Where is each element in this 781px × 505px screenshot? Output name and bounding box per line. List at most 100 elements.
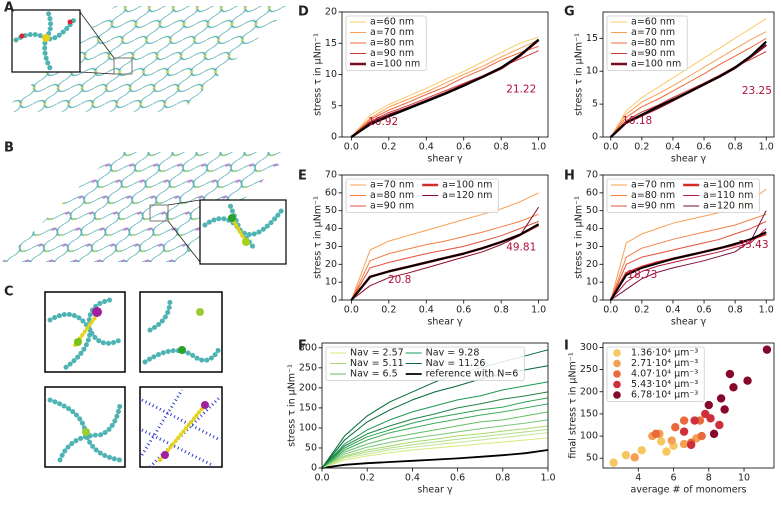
scatter-point <box>651 429 661 439</box>
line-series <box>610 210 767 301</box>
x-tick-label: 8 <box>706 473 712 484</box>
x-tick-label: 0.0 <box>344 142 359 153</box>
scatter-point <box>762 345 772 354</box>
y-tick-label: 100 <box>299 422 317 433</box>
x-tick-label: 0.6 <box>456 305 471 316</box>
legend-label: a=60 nm <box>370 17 414 28</box>
annotation: 10.18 <box>622 115 652 127</box>
line-series <box>321 419 549 469</box>
y-tick-label: 150 <box>580 408 598 419</box>
x-tick-label: 0.4 <box>665 142 680 153</box>
legend-box <box>606 346 705 402</box>
x-tick-label: 1.0 <box>759 142 774 153</box>
axes-frame <box>602 342 775 469</box>
y-tick-label: 0 <box>331 132 337 143</box>
x-tick-label: 0.8 <box>728 142 743 153</box>
scatter-point <box>716 394 726 403</box>
y-tick-label: 60 <box>586 187 598 198</box>
line-series <box>321 437 549 469</box>
y-tick-label: 10 <box>325 277 337 288</box>
scatter-point <box>679 427 689 436</box>
scatter-point <box>704 400 713 410</box>
y-tick-label: 150 <box>299 402 317 413</box>
x-tick-label: 0.0 <box>344 305 359 316</box>
legend-label: 5.43·10⁴ μm⁻³ <box>631 379 698 390</box>
y-tick-label: 10 <box>325 69 337 80</box>
legend-box <box>345 15 427 71</box>
legend-label: a=90 nm <box>631 201 675 212</box>
line-series <box>321 403 549 469</box>
x-tick-label: 0.8 <box>494 305 509 316</box>
line-series <box>609 231 767 301</box>
legend-label: 4.07·10⁴ μm⁻³ <box>631 369 698 380</box>
line-series <box>350 223 540 301</box>
x-axis-label: shear γ <box>427 154 463 165</box>
axes-frame <box>341 174 549 301</box>
y-tick-label: 200 <box>580 386 598 397</box>
y-tick-label: 5 <box>331 100 337 111</box>
legend-marker <box>613 359 621 368</box>
x-tick-label: 0.0 <box>314 473 329 484</box>
line-series <box>321 449 549 469</box>
y-tick-label: 5 <box>592 99 598 110</box>
line-series <box>610 18 767 138</box>
line-series <box>610 31 767 138</box>
x-tick-label: 0.2 <box>634 305 649 316</box>
scatter-point <box>667 436 676 445</box>
axes-frame <box>602 174 775 301</box>
x-tick-label: 0.0 <box>603 305 618 316</box>
panel-label: A <box>4 1 14 16</box>
y-tick-label: 0 <box>331 295 337 306</box>
x-tick-label: 0.6 <box>696 142 711 153</box>
y-axis-label: stress τ in μNm⁻¹ <box>574 196 585 279</box>
legend-label: a=110 nm <box>703 190 753 201</box>
y-tick-label: 50 <box>325 205 337 216</box>
x-tick-label: 10 <box>738 473 750 484</box>
y-axis-label: stress τ in μNm⁻¹ <box>313 33 324 116</box>
scatter-point <box>637 446 646 455</box>
panel-label: C <box>4 285 14 300</box>
legend-label: Nav = 5.11 <box>350 358 404 369</box>
scatter-point <box>706 414 715 423</box>
y-axis-label: stress τ in μNm⁻¹ <box>574 33 585 116</box>
scatter-point <box>697 431 706 441</box>
y-tick-label: 300 <box>580 342 598 353</box>
y-tick-label: 0 <box>592 295 598 306</box>
line-series <box>350 220 539 301</box>
y-tick-label: 10 <box>586 277 598 288</box>
panel-label: H <box>564 169 575 184</box>
panel-label: G <box>564 5 575 20</box>
scatter-point <box>656 437 666 446</box>
panel-label: B <box>4 141 14 156</box>
scatter-point <box>709 429 719 439</box>
x-tick-label: 0.4 <box>405 473 420 484</box>
x-tick-label: 0.4 <box>419 305 434 316</box>
scatter-point <box>686 440 696 450</box>
x-tick-label: 0.0 <box>603 142 618 153</box>
legend-label: a=100 nm <box>631 59 681 70</box>
line-series <box>350 213 539 301</box>
y-tick-label: 100 <box>580 431 598 442</box>
legend-label: a=60 nm <box>631 17 675 28</box>
legend-label: a=80 nm <box>370 190 414 201</box>
scatter-point <box>679 416 689 425</box>
x-axis-label: shear γ <box>671 154 707 165</box>
x-tick-label: 0.4 <box>665 305 680 316</box>
line-series <box>321 429 549 469</box>
x-tick-label: 1.0 <box>531 142 546 153</box>
annotation: 49.81 <box>506 242 536 254</box>
y-tick-label: 40 <box>325 223 337 234</box>
x-axis-label: shear γ <box>417 485 453 496</box>
legend-box <box>325 346 525 381</box>
line-series <box>321 381 549 469</box>
legend-label: a=100 nm <box>370 59 420 70</box>
legend-marker <box>613 370 621 378</box>
scatter-point <box>720 405 729 414</box>
x-tick-label: 0.8 <box>494 142 509 153</box>
y-tick-label: 50 <box>586 453 598 464</box>
panel-label: E <box>298 169 307 184</box>
image-a <box>2 6 292 112</box>
y-tick-label: 40 <box>586 223 598 234</box>
x-tick-label: 0.2 <box>634 142 649 153</box>
legend-label: a=70 nm <box>631 27 675 38</box>
